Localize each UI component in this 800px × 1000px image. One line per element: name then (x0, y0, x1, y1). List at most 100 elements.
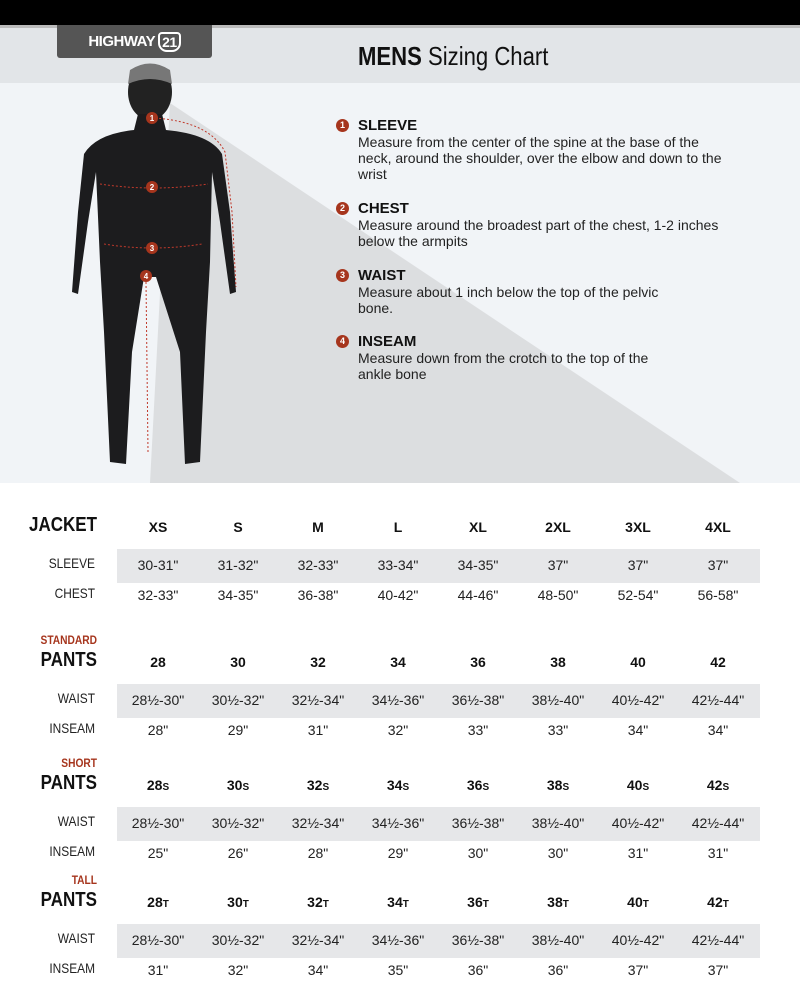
table-cell: 48-50" (537, 587, 579, 603)
table-cell: 42½-44" (691, 815, 745, 831)
table-cell: 30½-32" (211, 815, 265, 831)
divider (0, 25, 800, 28)
table-cell: 25" (147, 845, 169, 861)
row-label: INSEAM (49, 843, 95, 859)
table-cell: 42½-44" (691, 932, 745, 948)
table-cell: 32" (227, 962, 249, 978)
row-shade (117, 684, 760, 718)
size-table-jacket: JACKET XS S M L XL 2XL 3XL 4XL SLEEVE 30-31" 31-32"… (0, 512, 800, 632)
table-cell: 34" (707, 722, 729, 738)
size-header: L (393, 519, 403, 535)
table-cell: 36-38" (297, 587, 339, 603)
size-header: 38 (550, 654, 566, 670)
size-header: 42S (706, 777, 730, 793)
instruction-text: Measure about 1 inch below the top of th… (358, 284, 659, 316)
table-title: PANTS (40, 772, 97, 794)
table-cell: 44-46" (457, 587, 499, 603)
row-label: SLEEVE (48, 555, 95, 571)
table-cell: 35" (387, 962, 409, 978)
table-cell: 28½-30" (131, 815, 185, 831)
table-cell: 33-34" (377, 557, 419, 573)
table-cell: 40½-42" (611, 932, 665, 948)
size-header: 32S (306, 777, 330, 793)
table-cell: 34½-36" (371, 692, 425, 708)
table-cell: 40-42" (377, 587, 419, 603)
logo-text: HIGHWAY (88, 33, 156, 50)
table-cell: 32-33" (137, 587, 179, 603)
size-header: 40 (630, 654, 646, 670)
table-title: JACKET (28, 514, 98, 536)
table-cell: 34½-36" (371, 932, 425, 948)
instruction-title: INSEAM (358, 333, 417, 350)
size-header: 40S (626, 777, 650, 793)
size-header: 36 (470, 654, 486, 670)
table-cell: 36" (547, 962, 569, 978)
size-table-short: SHORT PANTS 28S 30S 32S 34S 36S 38S 40S 42S WAIST 2… (0, 755, 800, 875)
size-header: 34S (386, 777, 410, 793)
size-header: 36T (467, 894, 489, 910)
table-cell: 37" (627, 962, 649, 978)
table-cell: 33" (547, 722, 569, 738)
size-table-standard: STANDARD PANTS 28 30 32 34 36 38 40 42 WAIST 28½-30… (0, 632, 800, 752)
table-cell: 31-32" (217, 557, 259, 573)
size-header: 34 (390, 654, 406, 670)
size-header: 2XL (545, 519, 571, 535)
instruction-inseam: 4 INSEAM Measure down from the crotch to… (336, 333, 756, 382)
table-cell: 34-35" (457, 557, 499, 573)
shadow-triangle (150, 103, 740, 483)
table-cell: 36½-38" (451, 932, 505, 948)
instruction-waist: 3 WAIST Measure about 1 inch below the t… (336, 267, 756, 316)
table-cell: 56-58" (697, 587, 739, 603)
table-cell: 36" (467, 962, 489, 978)
table-cell: 29" (387, 845, 409, 861)
instruction-title: CHEST (358, 200, 409, 217)
row-label: CHEST (54, 585, 95, 601)
table-cell: 34" (307, 962, 329, 978)
svg-text:2: 2 (150, 183, 155, 192)
table-subtitle: SHORT (61, 756, 97, 770)
table-cell: 34-35" (217, 587, 259, 603)
size-header: XL (469, 519, 487, 535)
instruction-title: SLEEVE (358, 117, 418, 134)
logo-badge: 21 (158, 31, 181, 52)
size-header: 38S (546, 777, 570, 793)
instruction-text: Measure down from the crotch to the top … (358, 350, 649, 382)
table-cell: 32½-34" (291, 815, 345, 831)
row-label: WAIST (57, 690, 95, 706)
table-cell: 34½-36" (371, 815, 425, 831)
table-cell: 31" (307, 722, 329, 738)
table-cell: 37" (547, 557, 569, 573)
table-cell: 42½-44" (691, 692, 745, 708)
size-table-tall: TALL PANTS 28T 30T 32T 34T 36T 38T 40T 42T WAIST 28… (0, 872, 800, 992)
row-shade (117, 549, 760, 583)
table-cell: 31" (627, 845, 649, 861)
size-header: 36S (466, 777, 490, 793)
brand-logo: HIGHWAY 21 (57, 25, 212, 58)
step-number-icon: 2 (336, 202, 349, 215)
size-header: 30 (230, 654, 246, 670)
instruction-sleeve: 1 SLEEVE Measure from the center of the … (336, 117, 756, 182)
size-header: 28T (147, 894, 169, 910)
table-cell: 30½-32" (211, 692, 265, 708)
table-cell: 32-33" (297, 557, 339, 573)
size-header: 28 (150, 654, 166, 670)
size-header: 40T (627, 894, 649, 910)
size-header: 32T (307, 894, 329, 910)
table-cell: 37" (707, 557, 729, 573)
table-cell: 40½-42" (611, 815, 665, 831)
table-cell: 28½-30" (131, 692, 185, 708)
size-header: M (312, 519, 324, 535)
size-header: XS (148, 519, 168, 535)
table-cell: 32½-34" (291, 692, 345, 708)
table-cell: 38½-40" (531, 932, 585, 948)
svg-text:3: 3 (150, 244, 155, 253)
table-title: PANTS (40, 889, 97, 911)
table-cell: 36½-38" (451, 815, 505, 831)
table-cell: 34" (627, 722, 649, 738)
table-cell: 33" (467, 722, 489, 738)
size-header: 3XL (625, 519, 651, 535)
table-cell: 38½-40" (531, 815, 585, 831)
instruction-text: Measure from the center of the spine at … (358, 134, 722, 182)
instruction-title: WAIST (358, 267, 406, 284)
table-cell: 30-31" (137, 557, 179, 573)
